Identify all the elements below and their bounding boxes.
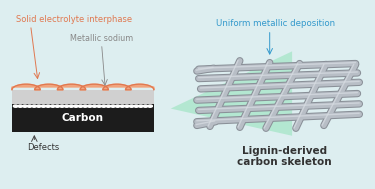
Circle shape xyxy=(69,105,74,107)
Text: Uniform metallic deposition: Uniform metallic deposition xyxy=(216,19,335,28)
Circle shape xyxy=(120,105,124,107)
Circle shape xyxy=(129,105,134,107)
Circle shape xyxy=(125,105,129,107)
Circle shape xyxy=(106,105,111,107)
Text: Lignin-derived
carbon skeleton: Lignin-derived carbon skeleton xyxy=(237,146,332,167)
Circle shape xyxy=(60,105,64,107)
Circle shape xyxy=(148,105,152,107)
Text: Carbon: Carbon xyxy=(62,113,104,123)
Circle shape xyxy=(102,105,106,107)
Text: Defects: Defects xyxy=(27,143,59,152)
Circle shape xyxy=(64,105,69,107)
Circle shape xyxy=(74,105,78,107)
Circle shape xyxy=(55,105,60,107)
Circle shape xyxy=(139,105,143,107)
Circle shape xyxy=(92,105,97,107)
Circle shape xyxy=(51,105,55,107)
Circle shape xyxy=(37,105,41,107)
Circle shape xyxy=(22,105,27,107)
Circle shape xyxy=(41,105,46,107)
Circle shape xyxy=(13,105,18,107)
Circle shape xyxy=(83,105,87,107)
Text: Metallic sodium: Metallic sodium xyxy=(70,34,133,43)
Circle shape xyxy=(134,105,138,107)
Bar xyxy=(12,104,154,132)
Circle shape xyxy=(32,105,36,107)
Circle shape xyxy=(116,105,120,107)
Circle shape xyxy=(143,105,148,107)
Polygon shape xyxy=(171,51,292,136)
Polygon shape xyxy=(12,84,154,90)
Text: Solid electrolyte interphase: Solid electrolyte interphase xyxy=(16,15,132,24)
Circle shape xyxy=(97,105,101,107)
Circle shape xyxy=(78,105,83,107)
Circle shape xyxy=(18,105,22,107)
Bar xyxy=(12,90,154,104)
Circle shape xyxy=(111,105,115,107)
Circle shape xyxy=(46,105,50,107)
Circle shape xyxy=(88,105,92,107)
Circle shape xyxy=(27,105,32,107)
